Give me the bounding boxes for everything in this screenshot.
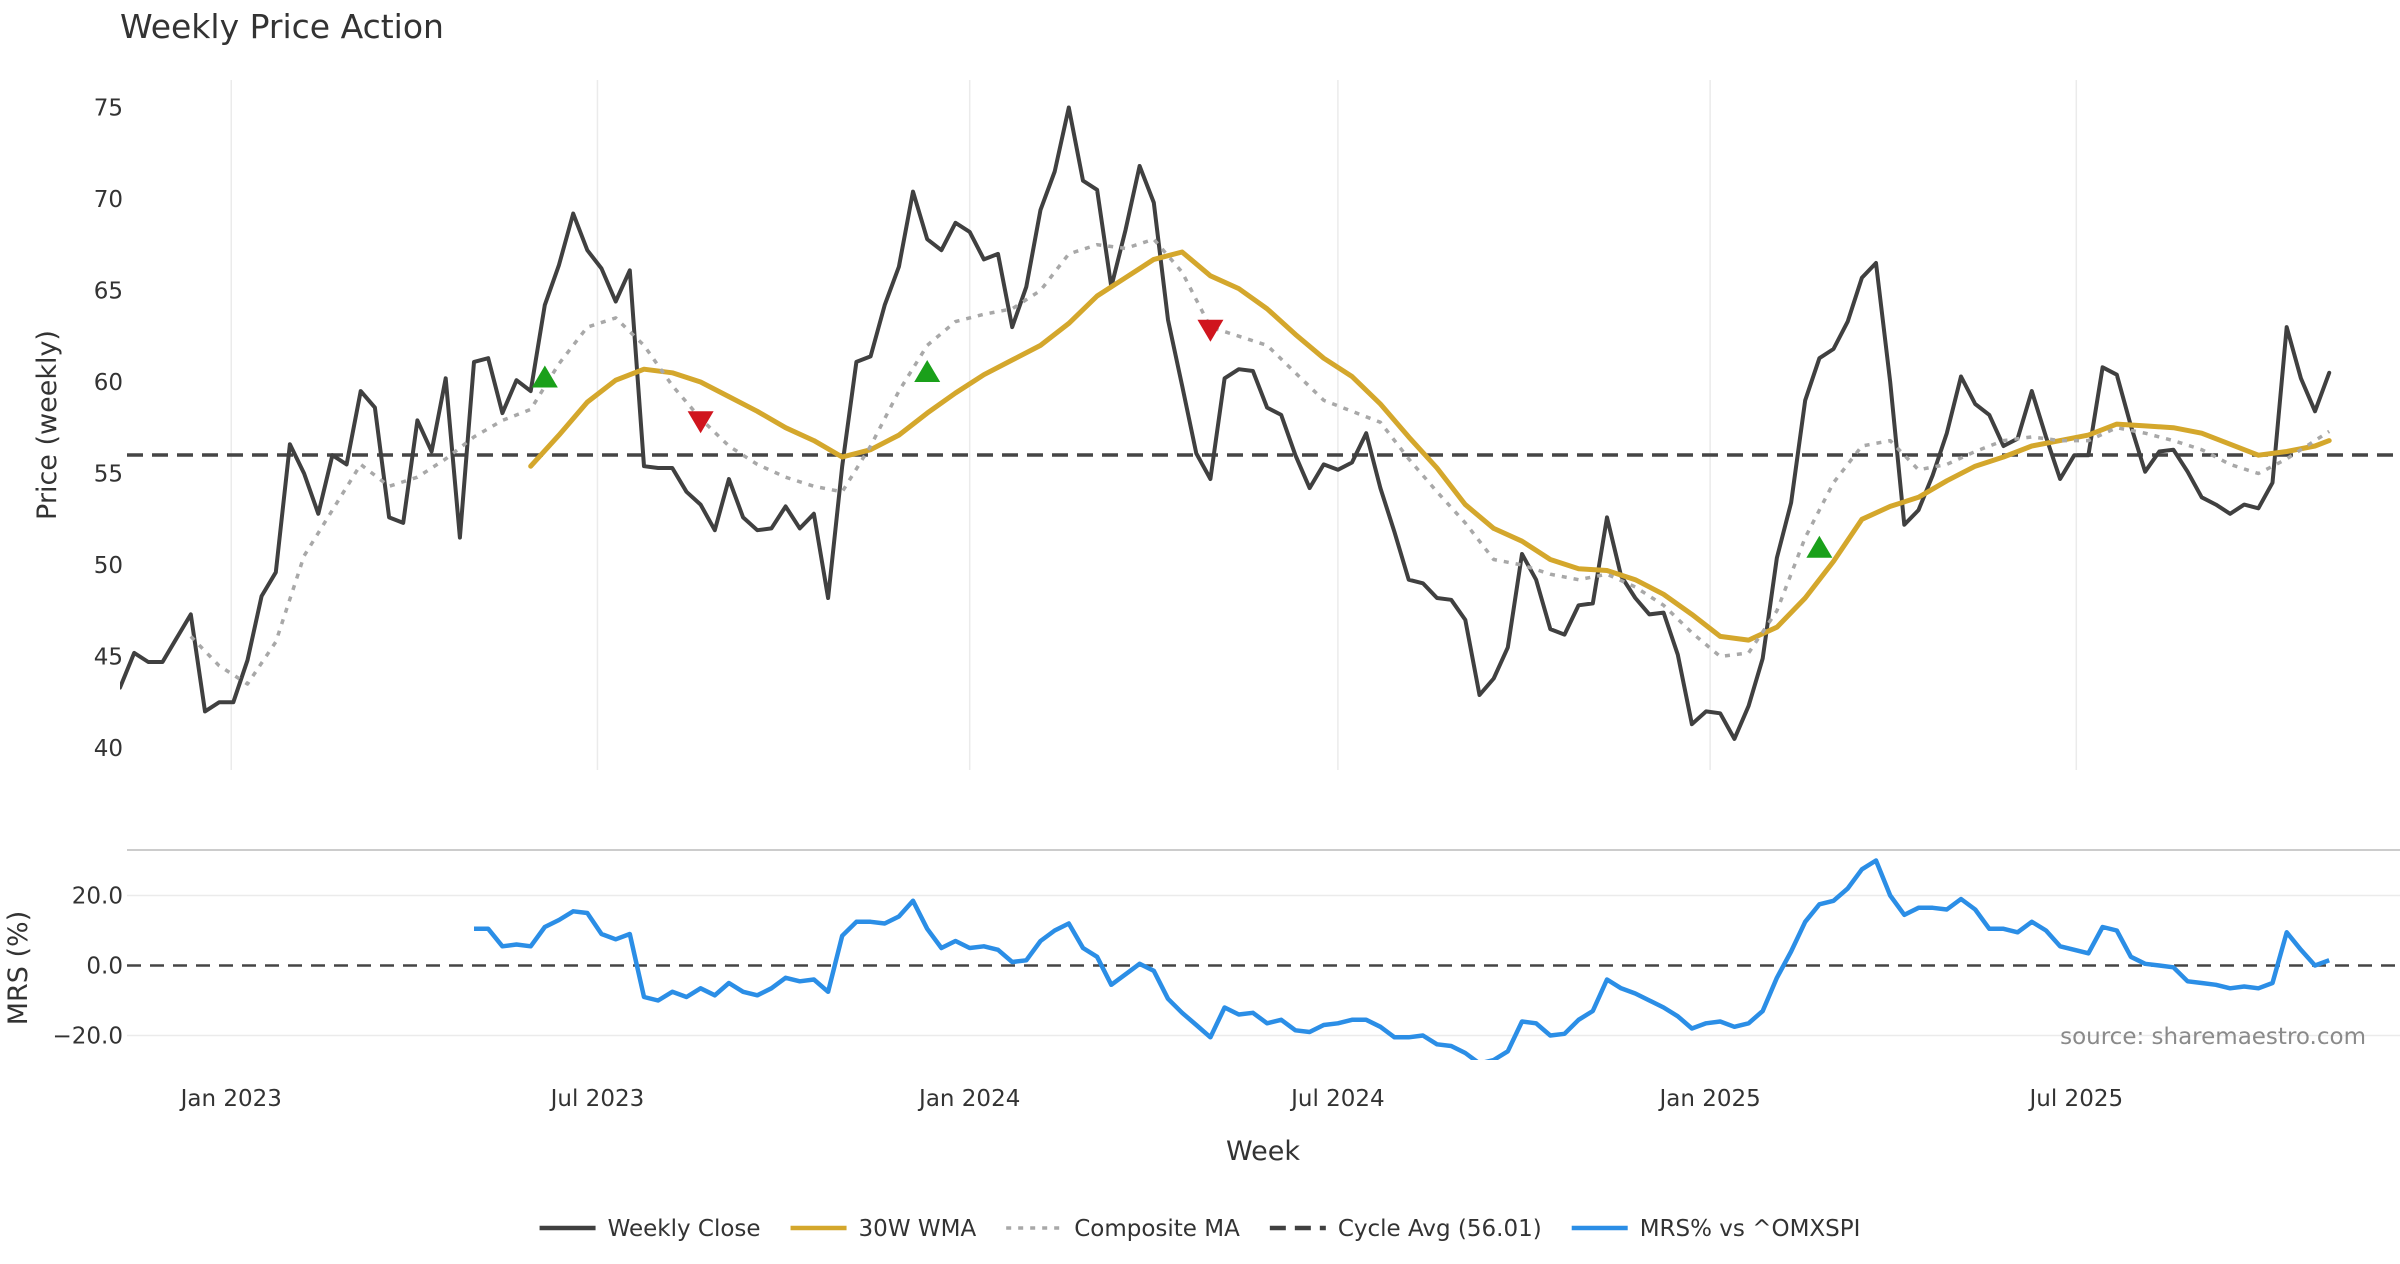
price-y-tick-label: 55 — [94, 462, 123, 488]
sell-signal-marker — [1197, 319, 1224, 342]
x-tick-label: Jul 2023 — [549, 1086, 645, 1112]
chart-title: Weekly Price Action — [120, 7, 444, 46]
legend: Weekly Close 30W WMA Composite MA Cycle Avg… — [539, 1216, 1861, 1242]
price-y-tick-label: 70 — [94, 187, 123, 213]
x-axis-ticks: Jan 2023 Jul 2023 Jan 2024 Jul 2024 Jan 2025… — [179, 1086, 2124, 1112]
x-tick-label: Jan 2025 — [1657, 1086, 1760, 1112]
mrs-y-tick-label: 0.0 — [86, 954, 123, 980]
price-series-group — [120, 105, 2332, 741]
x-tick-label: Jul 2024 — [1289, 1086, 1385, 1112]
price-y-tick-label: 75 — [94, 95, 123, 121]
price-gridlines — [230, 80, 2078, 770]
price-y-tick-label: 60 — [94, 370, 123, 396]
price-y-tick-label: 50 — [94, 553, 123, 579]
price-y-ticks: 40 45 50 55 60 65 70 75 — [94, 95, 123, 762]
series-line-mrs-vs-omxspi — [474, 858, 2330, 1060]
legend-label-mrs-vs-omxspi: MRS% vs ^OMXSPI — [1640, 1216, 1861, 1242]
source-note: source: sharemaestro.com — [2060, 1024, 2366, 1050]
buy-signal-marker — [1806, 535, 1833, 558]
mrs-y-tick-label: 20.0 — [72, 884, 123, 910]
mrs-series-group — [474, 858, 2330, 1060]
x-tick-label: Jan 2023 — [179, 1086, 282, 1112]
sell-signal-marker — [687, 411, 714, 434]
x-tick-label: Jul 2025 — [2028, 1086, 2124, 1112]
buy-signal-marker — [914, 360, 941, 383]
x-tick-label: Jan 2024 — [917, 1086, 1020, 1112]
mrs-gridlines — [127, 894, 2400, 1037]
price-y-axis-label: Price (weekly) — [32, 330, 63, 520]
legend-label-weekly-close: Weekly Close — [608, 1216, 761, 1242]
mrs-y-axis-label: MRS (%) — [3, 911, 34, 1026]
price-y-tick-label: 40 — [94, 736, 123, 762]
buy-signal-marker — [531, 365, 558, 388]
series-line-30w-wma — [528, 249, 2332, 643]
mrs-y-ticks: 20.0 0.0 −20.0 — [53, 884, 123, 1050]
price-y-tick-label: 65 — [94, 278, 123, 304]
x-axis-label: Week — [1226, 1136, 1300, 1167]
legend-label-30w-wma: 30W WMA — [859, 1216, 977, 1242]
legend-label-composite-ma: Composite MA — [1074, 1216, 1240, 1242]
series-line-composite-ma — [189, 237, 2331, 686]
series-line-weekly-close — [120, 105, 2332, 741]
signal-markers — [531, 319, 1833, 558]
price-y-tick-label: 45 — [94, 645, 123, 671]
legend-label-cycle-avg-56-01: Cycle Avg (56.01) — [1338, 1216, 1542, 1242]
mrs-y-tick-label: −20.0 — [53, 1024, 123, 1050]
